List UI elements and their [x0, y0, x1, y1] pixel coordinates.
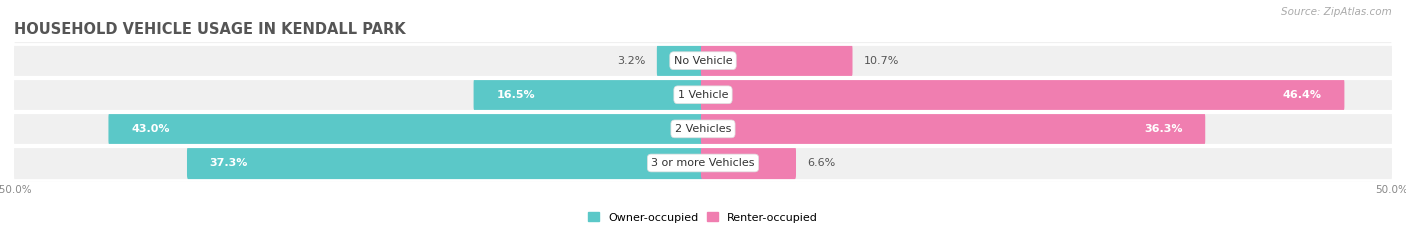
- FancyBboxPatch shape: [474, 78, 704, 112]
- Text: HOUSEHOLD VEHICLE USAGE IN KENDALL PARK: HOUSEHOLD VEHICLE USAGE IN KENDALL PARK: [14, 22, 406, 37]
- FancyBboxPatch shape: [702, 146, 796, 180]
- Text: 3 or more Vehicles: 3 or more Vehicles: [651, 158, 755, 168]
- FancyBboxPatch shape: [14, 72, 1392, 117]
- Text: 3.2%: 3.2%: [617, 56, 645, 66]
- Text: 36.3%: 36.3%: [1144, 124, 1182, 134]
- Text: 16.5%: 16.5%: [496, 90, 534, 100]
- Text: 1 Vehicle: 1 Vehicle: [678, 90, 728, 100]
- FancyBboxPatch shape: [657, 44, 704, 78]
- Text: 10.7%: 10.7%: [865, 56, 900, 66]
- Text: 43.0%: 43.0%: [131, 124, 170, 134]
- FancyBboxPatch shape: [108, 112, 704, 146]
- FancyBboxPatch shape: [14, 140, 1392, 185]
- Text: 46.4%: 46.4%: [1282, 90, 1322, 100]
- Legend: Owner-occupied, Renter-occupied: Owner-occupied, Renter-occupied: [588, 212, 818, 223]
- FancyBboxPatch shape: [702, 78, 1344, 112]
- FancyBboxPatch shape: [702, 112, 1205, 146]
- FancyBboxPatch shape: [702, 44, 852, 78]
- Text: Source: ZipAtlas.com: Source: ZipAtlas.com: [1281, 7, 1392, 17]
- Text: 2 Vehicles: 2 Vehicles: [675, 124, 731, 134]
- Text: 37.3%: 37.3%: [209, 158, 247, 168]
- FancyBboxPatch shape: [14, 106, 1392, 151]
- Text: No Vehicle: No Vehicle: [673, 56, 733, 66]
- FancyBboxPatch shape: [187, 146, 704, 180]
- Text: 6.6%: 6.6%: [807, 158, 837, 168]
- FancyBboxPatch shape: [14, 38, 1392, 83]
